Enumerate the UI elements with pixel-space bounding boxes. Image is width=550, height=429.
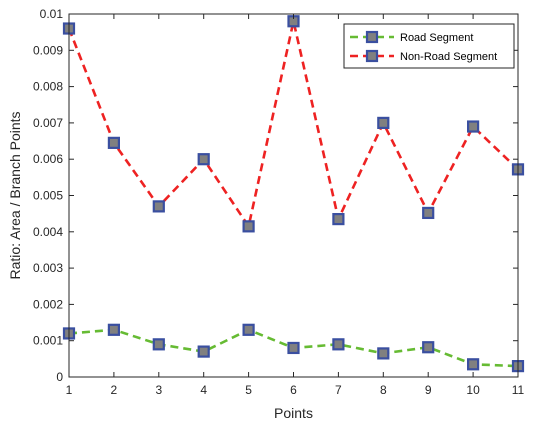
data-point [242,220,255,233]
y-tick-label: 0 [56,370,63,384]
y-tick-label: 0.009 [33,43,63,57]
x-tick-label: 2 [111,383,118,397]
y-tick-label: 0.005 [33,189,63,203]
data-point [332,338,345,351]
y-tick-label: 0.008 [33,80,63,94]
x-tick-label: 10 [466,383,480,397]
legend-marker [365,49,379,63]
x-tick-label: 3 [155,383,162,397]
x-tick-label: 9 [425,383,432,397]
x-tick-label: 1 [66,383,73,397]
y-tick-label: 0.002 [33,297,63,311]
y-axis-title: Ratio: Area / Branch Points [7,111,23,279]
plot-area [69,14,518,377]
x-axis-title: Points [274,405,313,421]
plot-background [69,14,518,377]
data-point [467,120,480,133]
data-point [152,338,165,351]
data-point [242,323,255,336]
data-point [152,200,165,213]
data-point [377,347,390,360]
data-point [107,136,121,149]
data-point [467,358,480,371]
x-tick-label: 7 [335,383,342,397]
series-line [67,20,519,230]
data-point [287,341,300,355]
legend: Road Segment Non-Road Segment [343,23,515,69]
data-point [197,345,210,358]
data-point [422,206,435,220]
y-tick-label: 0.003 [33,261,63,275]
legend-entry: Road Segment [350,30,473,44]
x-tick-label: 11 [512,383,525,397]
data-point [422,341,435,354]
data-point [377,116,390,130]
data-point [332,212,345,226]
y-tick-label: 0.006 [33,152,63,166]
legend-marker [365,30,379,44]
legend-label: Non-Road Segment [400,51,497,63]
x-tick-label: 6 [290,383,297,397]
x-tick-label: 4 [200,383,207,397]
y-tick-label: 0.007 [33,116,63,130]
x-tick-label: 5 [245,383,252,397]
y-tick-label: 0.001 [33,334,63,348]
data-point [107,323,121,336]
legend-entry: Non-Road Segment [350,49,497,63]
axes-layer: 1 2 3 4 5 6 7 8 9 10 11 0 0.001 0.002 0.003 0.004 0.005 0… [33,7,525,397]
legend-label: Road Segment [400,32,473,44]
y-tick-label: 0.004 [33,225,63,239]
x-tick-label: 8 [380,383,387,397]
data-point [197,153,210,166]
y-tick-label: 0.01 [40,7,64,21]
